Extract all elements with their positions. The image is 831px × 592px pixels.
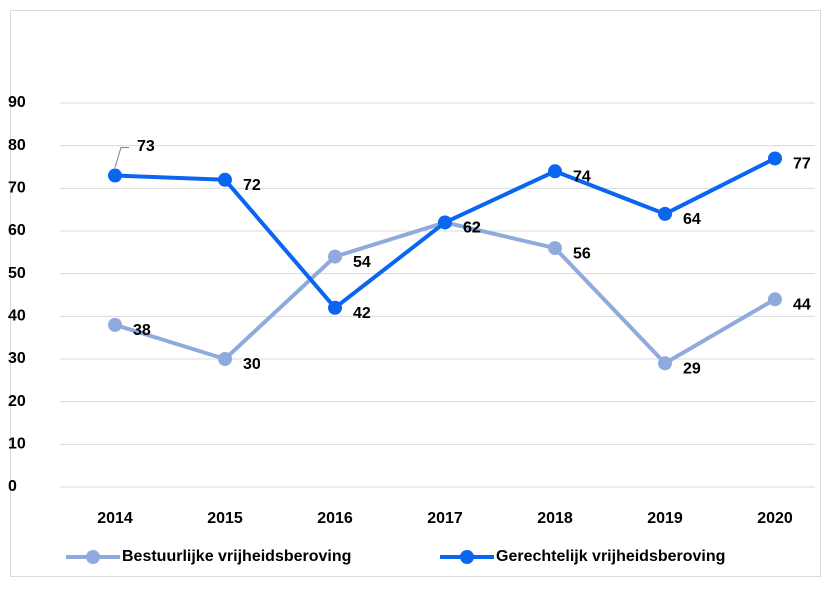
point (438, 215, 452, 230)
chart-frame (10, 10, 821, 577)
x-tick-label: 2018 (537, 510, 573, 527)
y-tick-label: 80 (8, 137, 26, 154)
data-label: 56 (573, 245, 591, 262)
y-tick-label: 50 (8, 265, 26, 282)
legend-marker (460, 550, 474, 564)
point (108, 317, 122, 332)
data-label: 62 (463, 220, 481, 237)
data-label: 54 (353, 254, 371, 271)
data-label: 73 (137, 138, 155, 155)
data-label: 64 (683, 211, 701, 228)
point (548, 164, 562, 179)
data-label: 38 (133, 322, 151, 339)
point (328, 300, 342, 315)
y-tick-label: 30 (8, 350, 26, 367)
x-tick-label: 2015 (207, 510, 243, 527)
point (108, 168, 122, 183)
point (768, 292, 782, 307)
x-tick-label: 2019 (647, 510, 683, 527)
y-tick-label: 90 (8, 94, 26, 111)
x-tick-label: 2014 (97, 510, 133, 527)
y-tick-label: 20 (8, 393, 26, 410)
point (218, 172, 232, 187)
x-tick-label: 2016 (317, 510, 353, 527)
point (328, 249, 342, 264)
point (548, 241, 562, 256)
data-label: 77 (793, 156, 811, 173)
x-tick-label: 2017 (427, 510, 463, 527)
data-label: 72 (243, 177, 261, 194)
point (768, 151, 782, 166)
y-tick-label: 60 (8, 222, 26, 239)
point (218, 352, 232, 366)
point (658, 356, 672, 371)
y-tick-label: 10 (8, 436, 26, 453)
data-label: 29 (683, 360, 701, 377)
legend-marker (86, 550, 100, 564)
y-tick-label: 0 (8, 478, 17, 495)
data-label: 42 (353, 305, 371, 322)
data-label: 62 (463, 220, 481, 237)
data-label: 74 (573, 168, 591, 185)
data-label: 30 (243, 356, 261, 373)
point (658, 206, 672, 221)
leader-line (114, 147, 129, 168)
x-tick-label: 2020 (757, 510, 793, 527)
y-tick-label: 40 (8, 308, 26, 325)
legend-label: Gerechtelijk vrijheidsberoving (496, 548, 725, 565)
data-label: 44 (793, 296, 811, 313)
y-tick-label: 70 (8, 180, 26, 197)
legend-label: Bestuurlijke vrijheidsberoving (122, 548, 351, 565)
